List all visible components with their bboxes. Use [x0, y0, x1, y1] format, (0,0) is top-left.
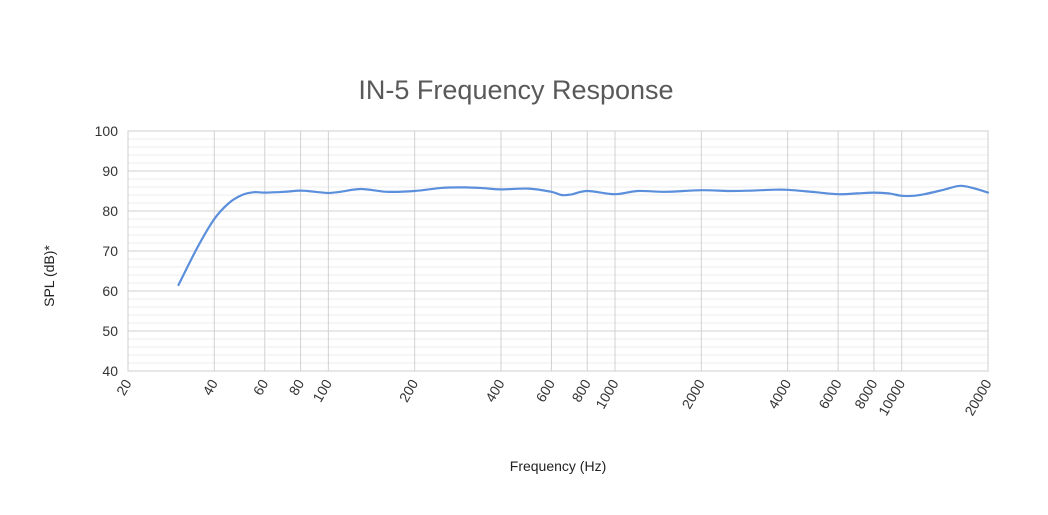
- series-line: [177, 184, 990, 287]
- x-tick-label: 20000: [961, 376, 994, 418]
- x-tick-label: 200: [396, 376, 422, 404]
- x-tick-label: 800: [568, 376, 594, 404]
- y-tick-label: 40: [102, 363, 118, 379]
- y-axis-label: SPL (dB)*: [41, 245, 57, 307]
- x-tick-label: 20: [113, 376, 135, 398]
- x-tick-label: 6000: [815, 376, 845, 411]
- y-tick-label: 50: [102, 323, 118, 339]
- grid: [127, 130, 989, 372]
- x-tick-label: 100: [309, 376, 335, 404]
- y-tick-label: 100: [95, 123, 119, 139]
- plot-area-frame: [127, 130, 989, 372]
- x-tick-label: 400: [482, 376, 508, 404]
- y-tick-label: 80: [102, 203, 118, 219]
- x-tick-label: 80: [286, 376, 308, 398]
- x-tick-label: 600: [533, 376, 559, 404]
- y-tick-label: 90: [102, 163, 118, 179]
- x-tick-label: 2000: [678, 376, 708, 411]
- x-tick-label: 60: [250, 376, 272, 398]
- series-layer: [177, 184, 990, 287]
- y-tick-label: 70: [102, 243, 118, 259]
- x-tick-label: 4000: [765, 376, 795, 411]
- y-tick-label: 60: [102, 283, 118, 299]
- x-tick-label: 10000: [875, 376, 908, 418]
- x-tick-label: 1000: [592, 376, 622, 411]
- chart-title: IN-5 Frequency Response: [358, 75, 673, 105]
- y-axis-ticks: 40 50 60 70 80 90 100: [95, 123, 119, 379]
- x-tick-label: 40: [199, 376, 221, 398]
- x-axis-label: Frequency (Hz): [510, 458, 606, 474]
